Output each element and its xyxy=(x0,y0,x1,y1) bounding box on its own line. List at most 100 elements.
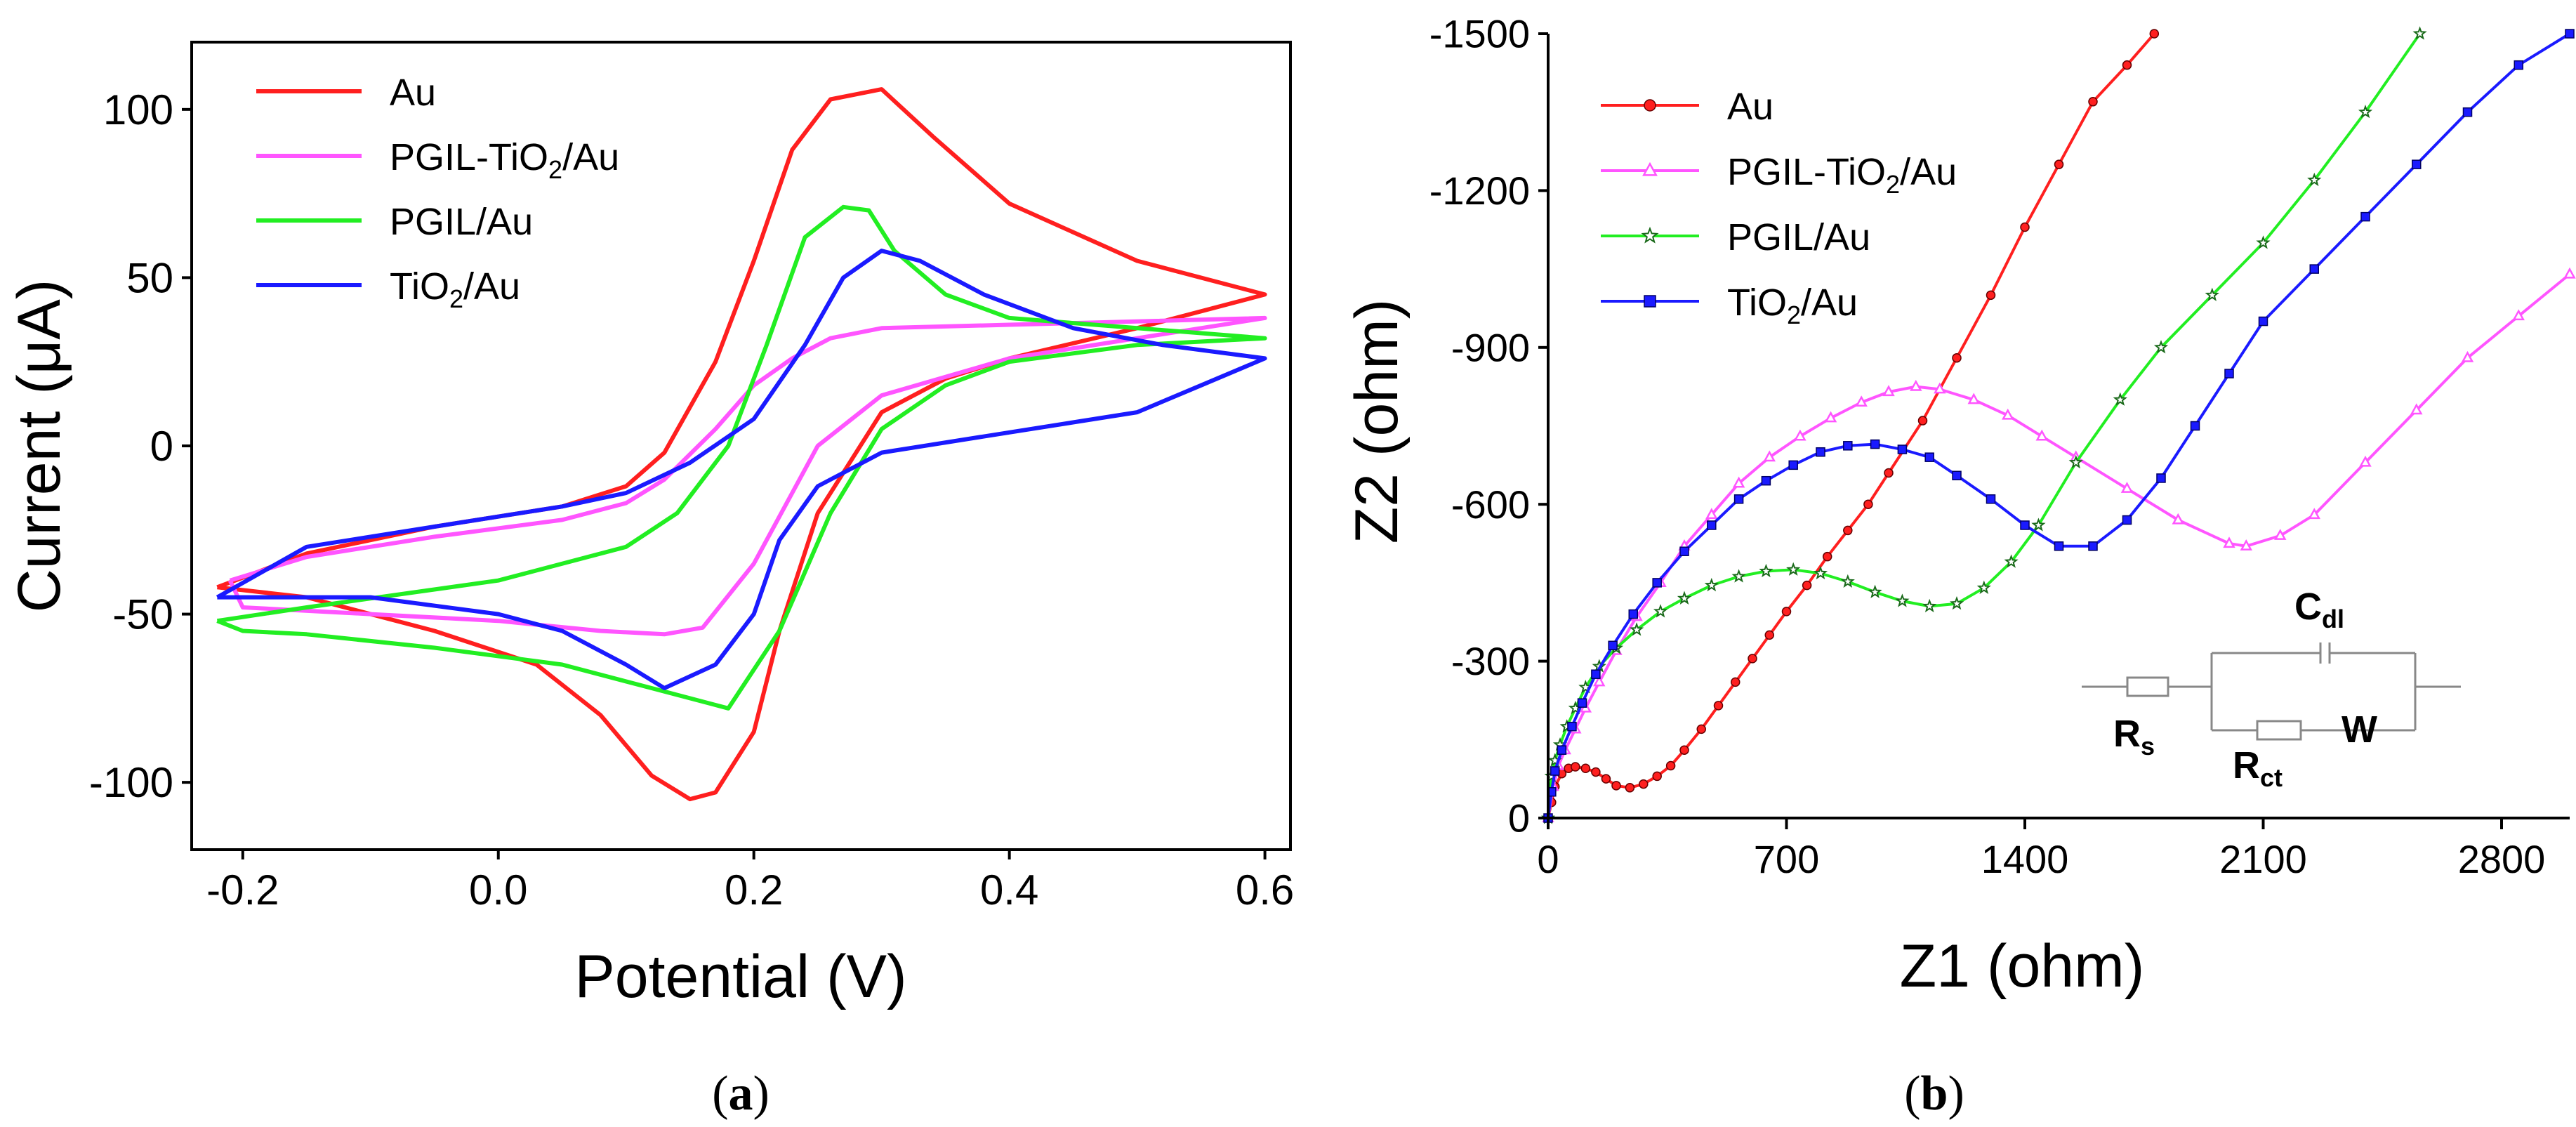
data-point-tio2-au xyxy=(1843,441,1853,451)
data-point-tio2-au xyxy=(1679,546,1689,556)
legend-label-pgil-tio2-au: PGIL-TiO2/Au xyxy=(390,136,619,184)
data-point-au xyxy=(1580,763,1591,774)
data-point-tio2-au xyxy=(1761,475,1771,486)
data-point-au xyxy=(2122,60,2132,70)
panel-b-x-ticks: 0 700 1400 2100 2800 xyxy=(1537,818,2545,881)
data-point-au xyxy=(1696,724,1706,734)
panel-a-plot-frame xyxy=(190,41,1292,851)
data-point-tio2-au xyxy=(2020,520,2030,530)
data-point-au xyxy=(1917,416,1928,426)
data-point-tio2-au xyxy=(2565,29,2575,39)
data-point-tio2-au xyxy=(1577,698,1587,708)
data-point-tio2-au xyxy=(1608,640,1618,651)
x-tick-label: 0.2 xyxy=(725,866,783,914)
data-point-tio2-au xyxy=(1707,520,1717,530)
data-point-au xyxy=(1679,745,1689,755)
x-tick-label: 2100 xyxy=(2219,837,2307,881)
data-point-au xyxy=(1625,783,1635,793)
data-point-tio2-au xyxy=(1788,460,1798,470)
data-point-au xyxy=(1665,760,1676,771)
series-line-au xyxy=(1547,32,2155,819)
data-point-pgil-au xyxy=(2153,340,2169,354)
legend-marker-pgil-tio2-au xyxy=(1642,162,1658,176)
data-point-au xyxy=(1781,607,1792,617)
data-point-tio2-au xyxy=(1870,439,1880,449)
data-point-au xyxy=(1601,774,1611,784)
data-point-pgil-au xyxy=(1922,598,1937,612)
data-point-au xyxy=(1731,677,1741,687)
x-tick-label: 700 xyxy=(1754,837,1819,881)
data-point-tio2-au xyxy=(1628,609,1638,619)
circuit-label-cdl: Cdl xyxy=(2294,586,2344,633)
data-point-pgil-au xyxy=(1895,593,1910,607)
data-point-pgil-tio2-au xyxy=(1824,411,1837,423)
data-point-au xyxy=(1713,701,1724,711)
y-tick-label: 100 xyxy=(103,86,173,133)
legend-marker-au xyxy=(1644,99,1656,112)
data-point-tio2-au xyxy=(1567,721,1577,732)
data-point-pgil-tio2-au xyxy=(2223,536,2235,548)
data-point-pgil-au xyxy=(1976,580,1991,595)
data-point-pgil-tio2-au xyxy=(1882,385,1895,397)
data-point-tio2-au xyxy=(2309,264,2319,274)
data-point-au xyxy=(1843,525,1853,536)
data-point-au xyxy=(1611,781,1621,791)
data-point-tio2-au xyxy=(2412,159,2422,169)
y-tick-label: -1500 xyxy=(1429,12,1530,56)
data-point-au xyxy=(1639,779,1649,789)
data-point-pgil-tio2-au xyxy=(1593,675,1606,687)
panel-b-x-axis-label: Z1 (ohm) xyxy=(1900,932,2145,1000)
series-line-au xyxy=(216,87,1267,802)
series-line-tio2-au xyxy=(216,249,1267,690)
data-point-au xyxy=(1863,499,1873,509)
data-point-pgil-au xyxy=(2205,287,2219,301)
data-point-tio2-au xyxy=(1652,578,1662,588)
data-point-pgil-tio2-au xyxy=(2410,403,2423,415)
data-point-pgil-au xyxy=(1868,584,1882,598)
y-tick-label: -900 xyxy=(1451,325,1530,369)
series-line-tio2-au xyxy=(1547,32,2571,819)
panel-a-x-ticks: -0.2 0.0 0.2 0.4 0.6 xyxy=(206,850,1294,914)
data-point-au xyxy=(1571,762,1580,772)
data-point-pgil-au xyxy=(1677,591,1692,605)
data-point-au xyxy=(2020,222,2030,232)
data-point-tio2-au xyxy=(2224,369,2234,378)
legend-label-tio2-au: TiO2/Au xyxy=(1727,282,1858,329)
y-tick-label: 0 xyxy=(150,423,173,470)
data-point-pgil-tio2-au xyxy=(1910,379,1922,391)
panel-a-y-axis-label: Current (μA) xyxy=(6,279,73,613)
data-point-pgil-au xyxy=(2113,392,2127,406)
data-point-tio2-au xyxy=(1550,766,1560,776)
resistor-rct xyxy=(2256,720,2302,741)
data-point-pgil-au xyxy=(2004,554,2019,568)
data-point-tio2-au xyxy=(2122,515,2132,525)
data-point-au xyxy=(1802,580,1812,591)
data-point-pgil-au xyxy=(1653,604,1668,618)
y-tick-label: 0 xyxy=(1508,796,1530,841)
legend-label-tio2-au: TiO2/Au xyxy=(390,265,520,313)
legend-label-pgil-tio2-au: PGIL-TiO2/Au xyxy=(1727,151,1957,199)
data-point-pgil-au xyxy=(1704,577,1719,592)
legend-marker-pgil-au xyxy=(1641,226,1659,244)
data-point-pgil-au xyxy=(1813,565,1828,580)
data-point-au xyxy=(2088,97,2098,107)
data-point-tio2-au xyxy=(1986,494,1996,504)
data-point-pgil-tio2-au xyxy=(2172,513,2184,525)
legend-label-pgil-au: PGIL/Au xyxy=(1727,216,1870,258)
legend-label-pgil-au: PGIL/Au xyxy=(390,201,533,243)
data-point-pgil-tio2-au xyxy=(2035,429,2048,441)
x-tick-label: -0.2 xyxy=(206,866,279,914)
data-point-pgil-au xyxy=(1759,563,1774,578)
circuit-label-rs: Rs xyxy=(2113,713,2155,760)
y-tick-label: -1200 xyxy=(1429,169,1530,213)
x-tick-label: 1400 xyxy=(1981,837,2069,881)
data-point-pgil-tio2-au xyxy=(1967,393,1980,404)
data-point-pgil-tio2-au xyxy=(2359,455,2372,467)
data-point-tio2-au xyxy=(1924,452,1934,462)
panel-b-eis-chart: 0 700 1400 2100 2800 0 -300 -600 -900 -1200 -1500… xyxy=(1343,12,2576,1121)
data-point-tio2-au xyxy=(1952,470,1962,480)
legend-label-au: Au xyxy=(390,72,436,114)
data-point-pgil-tio2-au xyxy=(2120,482,2134,493)
circuit-label-rct: Rct xyxy=(2233,744,2283,792)
